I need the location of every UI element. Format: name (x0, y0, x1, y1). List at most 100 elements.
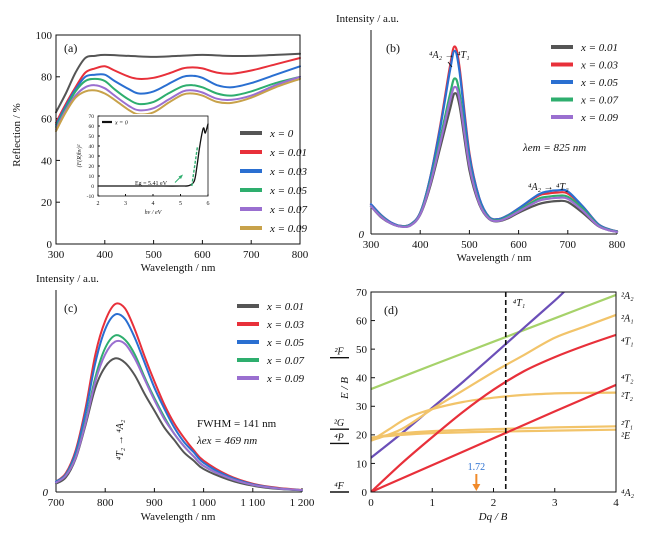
panel-b-xlabel: Wavelength / nm (457, 252, 532, 264)
panel-a-legend-label: x = 0.01 (269, 147, 307, 159)
inset-fit-line (191, 145, 199, 187)
panel-c-legend: x = 0.01 x = 0.03 x = 0.05 x = 0.07 x = 0.09 (237, 301, 305, 385)
panel-d-state-label: ²A₂ (621, 291, 634, 302)
panel-c-xtick-label: 700 (48, 497, 65, 509)
panel-d-state-label: ²A₁ (621, 314, 634, 325)
panel-b-xtick-label: 700 (560, 239, 577, 251)
inset-xtick-label: 4 (152, 201, 155, 207)
inset-xlabel: hν / eV (145, 210, 163, 216)
panel-b-annotation-peak2: ⁴A₂ → ⁴T₂ (528, 182, 569, 193)
panel-c-annotation-lambda: λex = 469 nm (196, 435, 257, 447)
panel-a-series-4-line (55, 75, 301, 131)
inset-ytick-label: 0 (91, 184, 94, 190)
panel-a-xtick-label: 800 (292, 249, 309, 261)
panel-a-ytick-label: 80 (41, 72, 53, 84)
inset-xtick-label: 3 (124, 201, 127, 207)
panel-c-annotation-transition: ⁴T₂ → ⁴A₂ (115, 419, 126, 460)
panel-c-legend-label: x = 0.03 (266, 319, 305, 331)
panel-a-series-1-line (55, 57, 301, 124)
panel-d-arrow-head (472, 484, 481, 491)
panel-b-legend-label: x = 0.07 (580, 95, 619, 107)
panel-d-arrow-marker (472, 474, 481, 491)
panel-a-xlabel: Wavelength / nm (141, 262, 216, 274)
panel-c-xtick-label: 900 (146, 497, 163, 509)
inset-ytick-label: 30 (89, 154, 95, 160)
panel-d-series-7-line (371, 383, 616, 492)
panel-d-series-0-line (371, 293, 616, 391)
panel-d-arrow-label: 1.72 (468, 462, 486, 473)
panel-a-x-ticks: 300 400 500 600 700 800 (48, 240, 309, 261)
panel-b-x-ticks: 300 400 500 600 700 800 (363, 230, 626, 251)
panel-c-legend-label: x = 0.05 (266, 337, 305, 349)
panel-b-legend-label: x = 0.05 (580, 77, 619, 89)
panel-c-series-2-line (55, 313, 303, 492)
panel-b-excitation-chart: Intensity / a.u. 0 300 400 500 600 700 800 (b… (336, 13, 626, 264)
panel-c-series-4-line (55, 339, 303, 492)
panel-d-term-label: ⁴F (334, 481, 344, 492)
panel-c-xtick-label: 1 100 (240, 497, 265, 509)
panel-a-legend-label: x = 0 (269, 128, 294, 140)
panel-a-legend-label: x = 0.05 (269, 185, 308, 197)
panel-a-ytick-label: 0 (47, 239, 53, 251)
panel-c-origin-label: 0 (43, 487, 49, 499)
inset-xtick-label: 6 (207, 201, 210, 207)
panel-b-legend: x = 0.01 x = 0.03 x = 0.05 x = 0.07 x = 0.09 (551, 42, 619, 124)
panel-d-xtick-label: 2 (491, 497, 497, 509)
panel-a-ytick-label: 100 (36, 30, 53, 42)
panel-b-legend-label: x = 0.09 (580, 112, 619, 124)
panel-a-ytick-label: 20 (41, 197, 53, 209)
panel-a-series-0-line (55, 52, 301, 114)
panel-b-ylabel: Intensity / a.u. (336, 13, 399, 25)
panel-d-state-label: ⁴T₂ (621, 374, 634, 385)
panel-c-series (55, 302, 303, 492)
panel-d-y-ticks: 0 10 20 30 40 50 60 70 (356, 287, 375, 499)
inset-series-0-line (97, 123, 209, 187)
panel-d-state-label: ²E (621, 431, 630, 442)
panel-a-xtick-label: 600 (194, 249, 211, 261)
panel-c-annotation-fwhm: FWHM = 141 nm (197, 418, 277, 430)
panel-d-free-ion-terms: ²F ²G ⁴P ⁴F (330, 347, 349, 493)
panel-c-ylabel: Intensity / a.u. (36, 273, 99, 285)
panel-d-term-label: ²F (334, 347, 344, 358)
panel-a-y-ticks: 0 20 40 60 80 100 (36, 30, 60, 251)
panel-d-label: (d) (384, 303, 398, 317)
inset-frame (97, 115, 209, 197)
inset-annotation: Eg = 5.41 eV (135, 181, 168, 187)
panel-d-ytick-label: 50 (356, 344, 368, 356)
inset-ylabel: (F(R)hν)² (76, 144, 83, 167)
inset-ytick-label: 20 (89, 164, 95, 170)
panel-c-series-3-line (55, 334, 303, 492)
panel-a-xtick-label: 300 (48, 249, 65, 261)
panel-d-xtick-label: 3 (552, 497, 558, 509)
panel-d-frame (370, 291, 617, 493)
panel-d-ytick-label: 10 (356, 458, 368, 470)
panel-b-peak1-pointer (447, 61, 453, 68)
panel-a-ytick-label: 40 (41, 155, 53, 167)
inset-xtick-label: 2 (97, 201, 100, 207)
panel-a-legend-label: x = 0.07 (269, 204, 308, 216)
panel-c-legend-label: x = 0.01 (266, 301, 304, 313)
panel-b-annotation-lambda: λem = 825 nm (522, 142, 586, 154)
panel-b-xtick-label: 500 (461, 239, 478, 251)
inset-ytick-label: 60 (89, 124, 95, 130)
panel-b-label: (b) (386, 41, 400, 55)
panel-b-legend-label: x = 0.01 (580, 42, 618, 54)
panel-b-xtick-label: 800 (609, 239, 626, 251)
inset-series (97, 123, 209, 187)
panel-b-legend-label: x = 0.03 (580, 60, 619, 72)
panel-c-x-ticks: 700 800 900 1 000 1 100 1 200 (48, 488, 315, 509)
panel-d-ytick-label: 0 (362, 487, 368, 499)
inset-ytick-label: 70 (89, 114, 95, 120)
panel-d-xlabel: Dq / B (478, 511, 508, 523)
panel-b-annotation-peak1: ⁴A₂ → ⁴T₁ (429, 50, 470, 61)
panel-d-series-5-line (371, 428, 616, 439)
panel-c-label: (c) (64, 301, 77, 315)
panel-c-xlabel: Wavelength / nm (141, 511, 216, 523)
panel-a-ytick-label: 60 (41, 113, 53, 125)
panel-a-frame (55, 34, 301, 245)
panel-a-series-5-line (55, 77, 301, 133)
panel-b-xtick-label: 600 (510, 239, 527, 251)
panel-d-state-label: ²T₁ (621, 419, 633, 430)
